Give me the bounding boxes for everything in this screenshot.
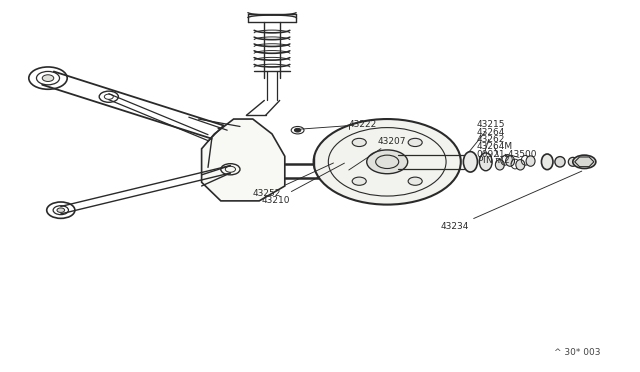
Ellipse shape (555, 157, 565, 167)
Text: 43234: 43234 (440, 171, 582, 231)
Ellipse shape (463, 152, 477, 172)
Text: 43262: 43262 (477, 135, 505, 157)
Ellipse shape (541, 154, 553, 170)
Ellipse shape (568, 157, 577, 166)
Circle shape (352, 138, 366, 147)
Text: ^ 30* 003: ^ 30* 003 (554, 348, 600, 357)
Circle shape (294, 128, 301, 132)
Polygon shape (575, 157, 594, 167)
Circle shape (57, 208, 65, 212)
Text: 43207: 43207 (349, 137, 406, 170)
Text: 43252: 43252 (253, 163, 333, 198)
Ellipse shape (342, 163, 354, 179)
Polygon shape (202, 119, 285, 201)
Text: 00921-43500: 00921-43500 (477, 150, 538, 159)
Text: 43215: 43215 (469, 120, 506, 152)
Text: 43222: 43222 (301, 120, 377, 129)
Circle shape (408, 177, 422, 185)
Ellipse shape (333, 163, 345, 179)
Circle shape (42, 75, 54, 81)
Text: 43264M: 43264M (477, 142, 513, 157)
Circle shape (408, 138, 422, 147)
Ellipse shape (479, 153, 492, 171)
Text: PIN $\pi$(2): PIN $\pi$(2) (477, 154, 514, 166)
Circle shape (352, 177, 366, 185)
Ellipse shape (495, 160, 504, 170)
Ellipse shape (516, 160, 525, 170)
Ellipse shape (506, 156, 515, 166)
Ellipse shape (526, 156, 535, 166)
Text: 43210: 43210 (261, 163, 344, 205)
Circle shape (367, 150, 408, 174)
Circle shape (573, 155, 596, 169)
Circle shape (314, 119, 461, 205)
Text: 43264: 43264 (477, 128, 505, 153)
